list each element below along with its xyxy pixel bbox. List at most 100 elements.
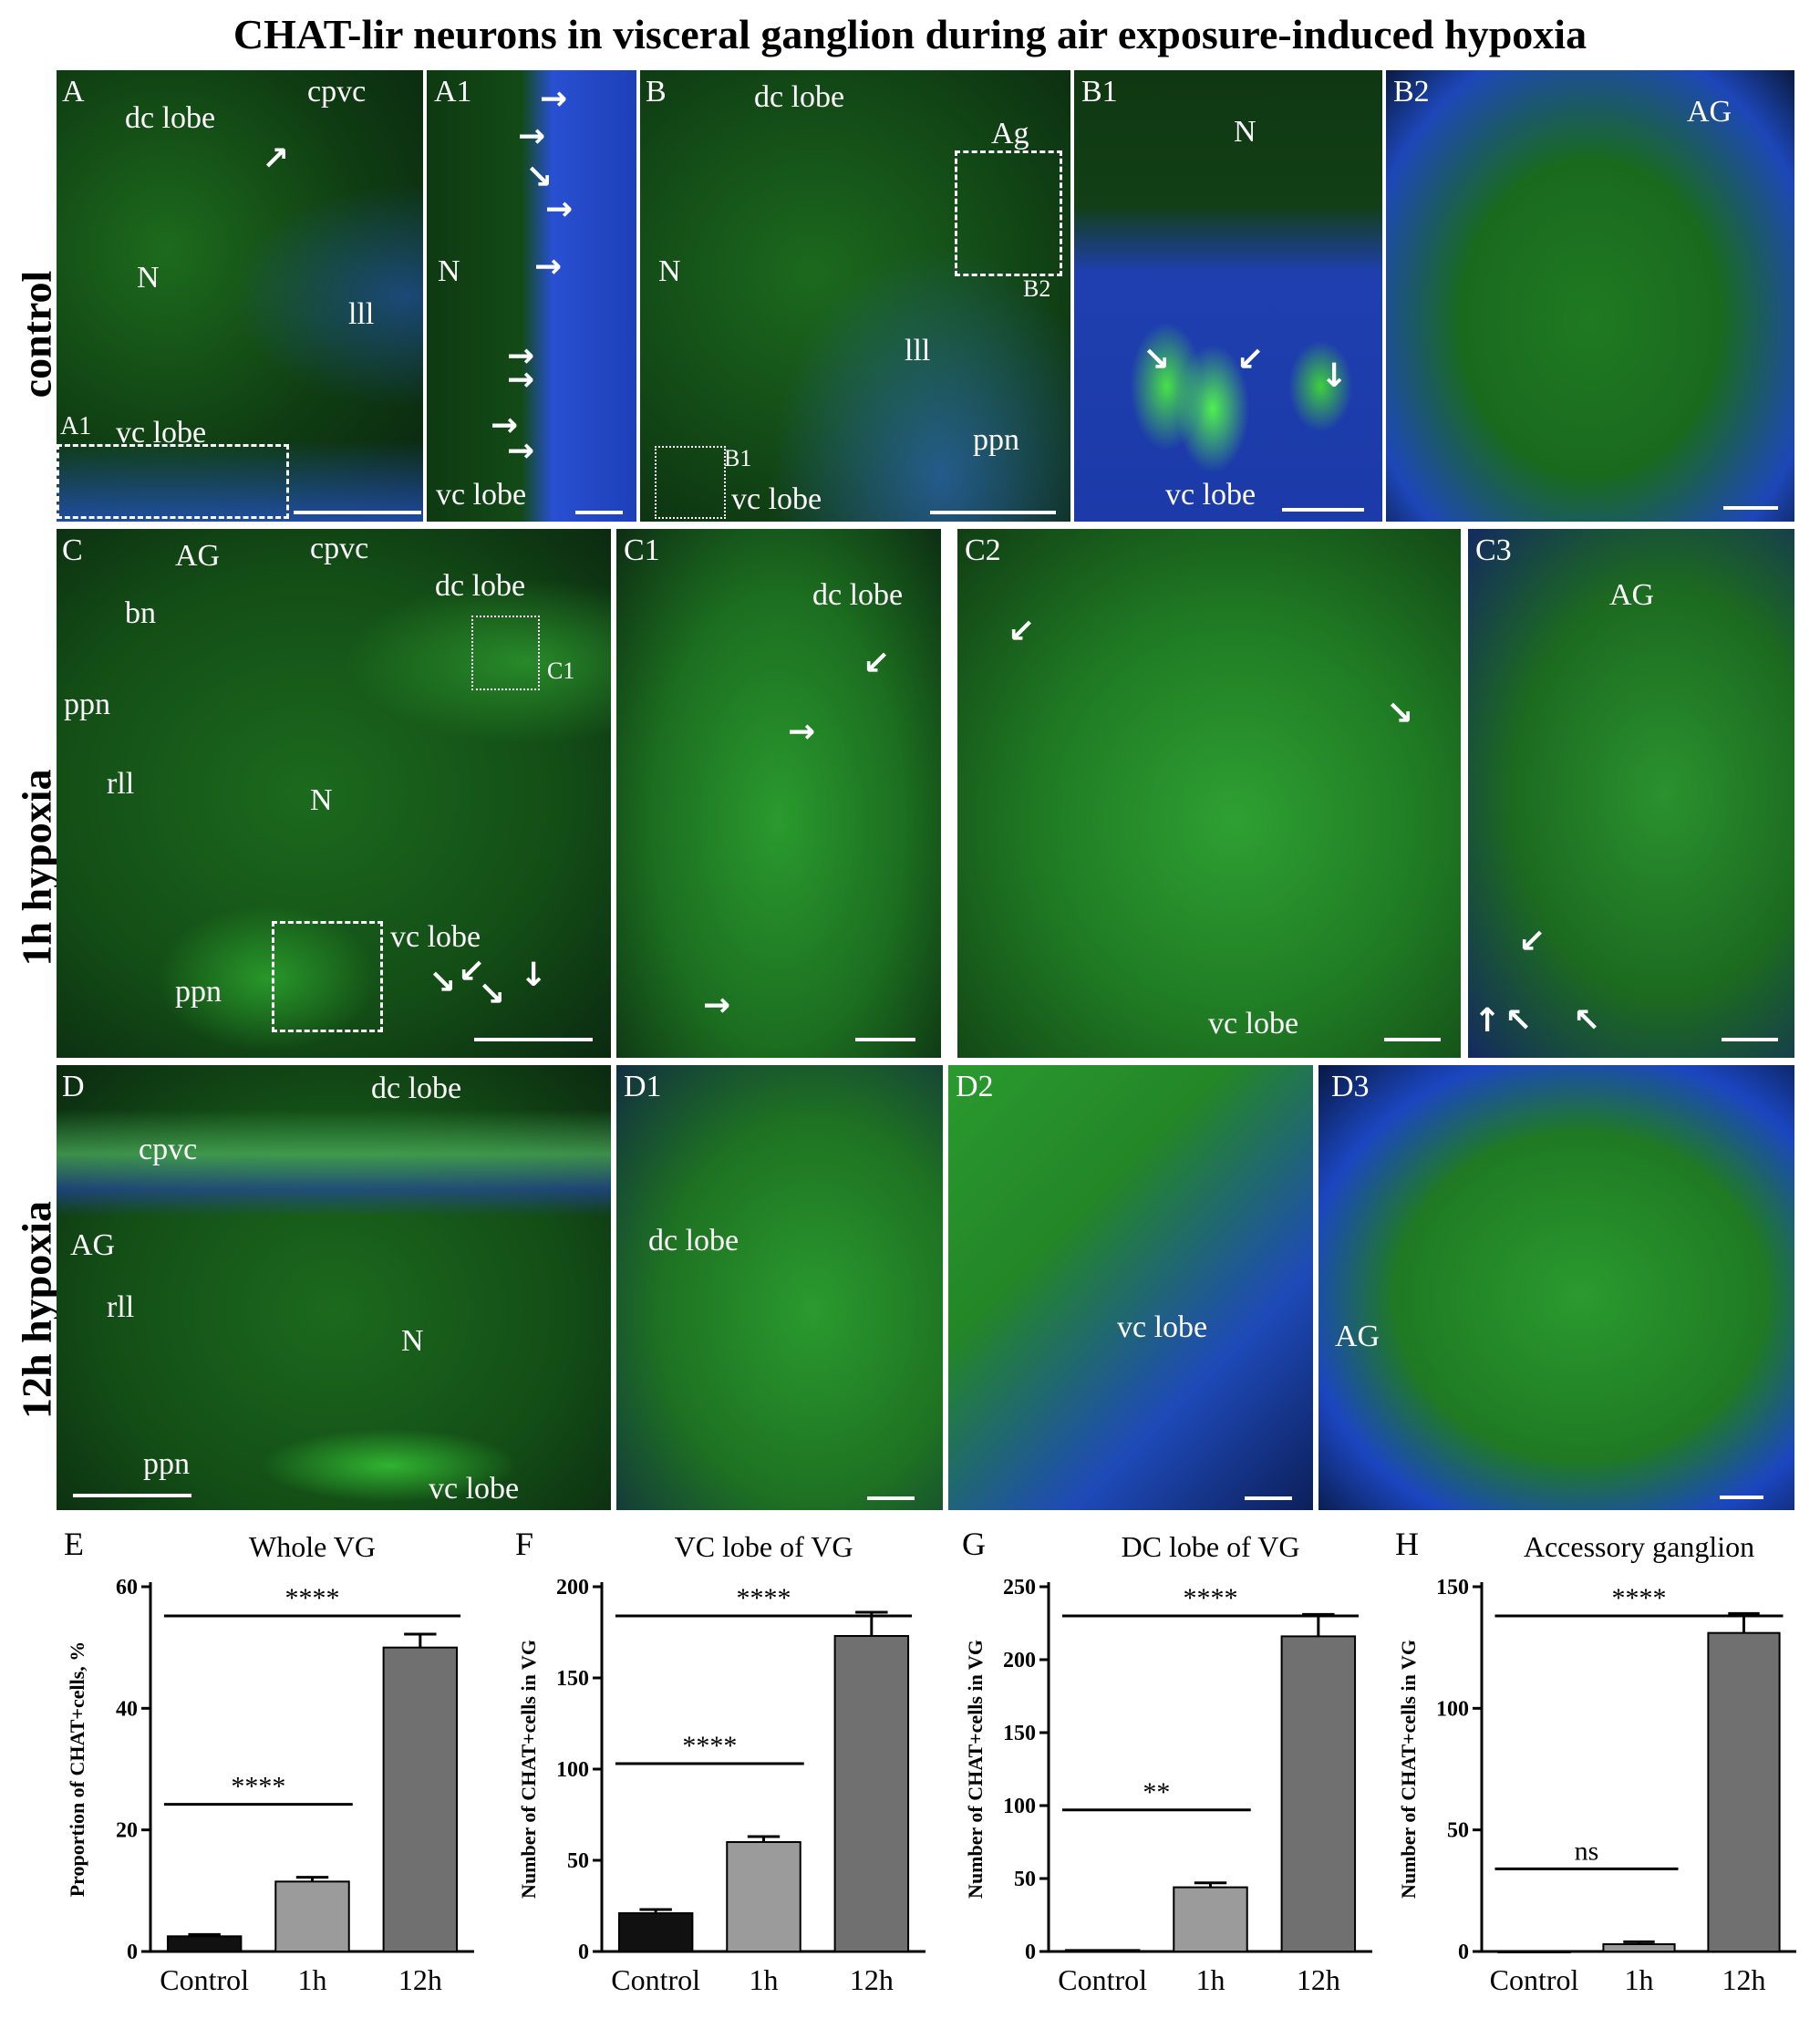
y-tick-label: 40 (116, 1697, 138, 1721)
y-tick-label: 50 (1014, 1868, 1036, 1891)
y-tick-label: 150 (1003, 1722, 1036, 1745)
panel-letter: F (515, 1526, 533, 1562)
significance-label: **** (737, 1583, 791, 1613)
y-tick-label: 50 (567, 1849, 589, 1873)
micrograph-panel-C3: C3 AG ↙ ↑ ↖ ↖ (1468, 529, 1794, 1058)
bar (617, 1912, 694, 1952)
region-label: vc lobe (390, 920, 481, 954)
region-label: cpvc (307, 75, 367, 109)
y-axis-label: Number of CHAT+cells in VG (964, 1640, 987, 1899)
scale-bar (1720, 1496, 1763, 1499)
bar (274, 1880, 350, 1953)
y-tick-label: 0 (578, 1941, 589, 1964)
arrow-icon: ↑ (1474, 1002, 1502, 1040)
region-label: dc lobe (435, 569, 526, 603)
x-tick-label: 1h (750, 1963, 779, 1996)
chart-svg: E Whole VG Proportion of CHAT+cells, % 0 20 4… (64, 1526, 474, 1996)
significance-label: **** (231, 1772, 285, 1802)
y-tick-label: 200 (556, 1576, 589, 1599)
arrow-icon: → (518, 118, 546, 155)
arrow-icon: ↖ (1505, 1002, 1533, 1040)
arrow-icon: → (703, 987, 731, 1024)
scale-bar (294, 511, 421, 514)
y-axis-label: Number of CHAT+cells in VG (517, 1640, 540, 1899)
region-label: rll (107, 767, 135, 801)
region-label: vc lobe (731, 482, 822, 516)
region-label: AG (1687, 95, 1732, 129)
micrograph-panel-A: A dc lobe cpvc N lll vc lobe A1 ↗ (57, 70, 423, 522)
bar-chart-G: G DC lobe of VG Number of CHAT+cells in VG… (953, 1518, 1391, 2024)
y-tick-label: 0 (1025, 1941, 1036, 1964)
scale-bar (867, 1496, 915, 1500)
bar-chart-E: E Whole VG Proportion of CHAT+cells, % 0 20 4… (55, 1518, 492, 2024)
micrograph-panel-A1: A1 N vc lobe → → ↘ → → → → → → (427, 70, 636, 522)
region-label: dc lobe (648, 1224, 739, 1258)
inset-label: A1 (60, 412, 92, 440)
panel-letter: B2 (1393, 75, 1430, 109)
arrow-icon: → (545, 191, 574, 228)
x-tick-label: 12h (850, 1963, 894, 1996)
arrow-icon: → (491, 407, 519, 444)
significance-label: **** (1612, 1583, 1667, 1613)
scale-bar (1722, 1038, 1778, 1041)
region-label: ppn (143, 1447, 190, 1481)
x-tick-label: Control (1058, 1963, 1147, 1996)
x-tick-label: 12h (398, 1963, 442, 1996)
y-tick-label: 250 (1003, 1576, 1036, 1599)
arrow-icon: ↙ (1236, 341, 1265, 378)
region-label: N (438, 254, 460, 288)
y-tick-label: 60 (116, 1576, 138, 1599)
significance-label: **** (682, 1731, 737, 1761)
inset-label: B2 (1023, 275, 1051, 302)
region-label: N (310, 783, 333, 817)
chart-svg: G DC lobe of VG Number of CHAT+cells in VG… (962, 1526, 1372, 1996)
x-tick-label: 1h (1196, 1963, 1225, 1996)
panel-letter: D2 (956, 1070, 994, 1103)
region-label: rll (107, 1290, 135, 1324)
panel-letter: H (1395, 1526, 1419, 1562)
panel-letter: A1 (434, 75, 472, 109)
significance-label: ** (1143, 1777, 1170, 1807)
region-label: AG (70, 1228, 116, 1262)
region-label: dc lobe (754, 80, 845, 114)
bar-chart-H: H Accessory ganglion Number of CHAT+cells … (1386, 1518, 1815, 2024)
row-label-1h-hypoxia: 1h hypoxia (13, 769, 60, 967)
region-label: vc lobe (429, 1472, 520, 1506)
region-label: vc lobe (436, 478, 527, 512)
significance-label: **** (285, 1583, 340, 1613)
micrograph-panel-C2: C2 vc lobe ↙ ↘ (957, 529, 1461, 1058)
panel-letter: B1 (1081, 75, 1118, 109)
y-tick-label: 150 (556, 1667, 589, 1691)
region-label: AG (175, 539, 221, 573)
micrograph-panel-B2: B2 AG (1386, 70, 1794, 522)
arrow-icon: ↙ (863, 645, 891, 682)
arrow-icon: → (507, 432, 535, 470)
arrow-icon: ↓ (520, 957, 548, 994)
region-label: Ag (991, 117, 1029, 150)
y-tick-label: 100 (1436, 1697, 1469, 1721)
significance-label: ns (1575, 1836, 1599, 1866)
y-tick-label: 150 (1436, 1576, 1469, 1599)
region-label: dc lobe (125, 101, 216, 135)
scale-bar (1245, 1496, 1292, 1500)
y-tick-label: 50 (1447, 1819, 1469, 1843)
region-label: AG (1335, 1320, 1381, 1353)
inset-box-A1 (57, 444, 289, 519)
y-tick-label: 0 (127, 1941, 138, 1964)
y-axis-label: Proportion of CHAT+cells, % (66, 1641, 88, 1898)
arrow-icon: ↙ (1518, 923, 1546, 960)
inset-label: B1 (724, 445, 752, 471)
micrograph-panel-D1: D1 dc lobe (616, 1065, 943, 1510)
figure-title: CHAT-lir neurons in visceral ganglion du… (233, 11, 1587, 57)
row-label-12h-hypoxia: 12h hypoxia (13, 1200, 60, 1420)
panel-letter: C2 (965, 533, 1001, 567)
bar (833, 1635, 910, 1952)
region-label: N (658, 254, 681, 288)
arrow-icon: ↓ (1320, 357, 1349, 395)
chart-title: Accessory ganglion (1524, 1530, 1754, 1563)
panel-letter: C (62, 533, 83, 567)
significance-label: **** (1184, 1583, 1238, 1613)
arrow-icon: ↘ (478, 976, 506, 1013)
arrow-icon: ↘ (1386, 695, 1414, 732)
scale-bar (855, 1038, 915, 1041)
